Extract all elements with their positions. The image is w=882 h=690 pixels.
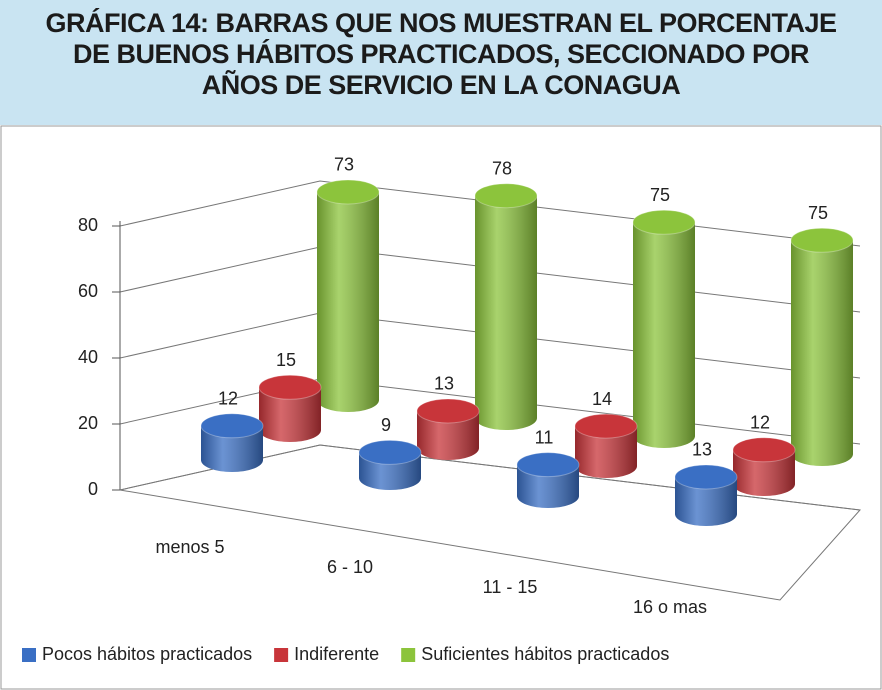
- cylinder-top: [258, 374, 322, 400]
- x-tick-label: 11 - 15: [483, 577, 538, 597]
- cylinder-shade: [575, 426, 637, 478]
- cylinder: [790, 227, 854, 466]
- cylinder-shade: [517, 464, 579, 508]
- data-label: 13: [434, 374, 454, 394]
- cylinder-shade: [733, 449, 795, 496]
- cylinder-top: [574, 413, 638, 439]
- cylinder: [632, 209, 696, 448]
- data-label: 11: [535, 427, 554, 447]
- legend-swatch: [401, 648, 416, 662]
- cylinder-top: [732, 437, 796, 463]
- cylinder: [516, 452, 580, 508]
- y-tick-label: 0: [88, 479, 98, 499]
- data-label: 15: [276, 350, 296, 370]
- data-label: 14: [592, 389, 612, 409]
- y-tick-label: 40: [78, 347, 98, 367]
- y-tick-label: 60: [78, 281, 98, 301]
- chart-border: [0, 125, 882, 690]
- cylinder-top: [516, 452, 580, 478]
- data-label: 75: [650, 185, 670, 205]
- cylinder-shade: [475, 195, 537, 430]
- data-label: 12: [218, 389, 238, 409]
- data-label: 9: [381, 415, 391, 435]
- cylinder-top: [790, 227, 854, 253]
- legend-swatch: [274, 648, 289, 662]
- cylinder-top: [632, 209, 696, 235]
- legend-label: Indiferente: [294, 644, 379, 664]
- cylinder-top: [316, 179, 380, 205]
- data-label: 78: [492, 158, 512, 178]
- header: GRÁFICA 14: BARRAS QUE NOS MUESTRAN EL P…: [0, 0, 882, 125]
- data-label: 75: [808, 203, 828, 223]
- chart: 0 20 40 60 80 menos 5 6 - 10 11 - 15 16 o mas 73 7…: [0, 125, 882, 690]
- cylinder: [258, 374, 322, 442]
- cylinder: [574, 413, 638, 478]
- legend-label: Suficientes hábitos practicados: [421, 644, 669, 664]
- legend-label: Pocos hábitos practicados: [42, 644, 252, 664]
- x-tick-label: 16 o mas: [633, 597, 707, 617]
- cylinder-shade: [633, 222, 695, 448]
- x-tick-label: menos 5: [155, 537, 224, 557]
- cylinder: [316, 179, 380, 412]
- y-tick-label: 80: [78, 215, 98, 235]
- cylinder: [732, 437, 796, 496]
- cylinder-top: [200, 413, 264, 439]
- cylinder-shade: [317, 191, 379, 412]
- y-tick-label: 20: [78, 413, 98, 433]
- cylinder-shade: [675, 476, 737, 526]
- cylinder-top: [358, 439, 422, 465]
- data-label: 13: [692, 440, 712, 460]
- cylinder: [416, 398, 480, 460]
- legend-swatch: [22, 648, 36, 662]
- cylinder: [474, 183, 538, 430]
- cylinder: [200, 413, 264, 472]
- cylinder-shade: [791, 240, 853, 466]
- cylinder: [358, 439, 422, 490]
- cylinder: [674, 464, 738, 526]
- chart-title: GRÁFICA 14: BARRAS QUE NOS MUESTRAN EL P…: [45, 8, 837, 100]
- cylinder-shade: [201, 425, 263, 472]
- data-label: 73: [334, 155, 354, 175]
- cylinder-top: [674, 464, 738, 490]
- cylinder-top: [474, 183, 538, 209]
- data-label: 12: [750, 413, 770, 433]
- cylinder-top: [416, 398, 480, 424]
- x-tick-label: 6 - 10: [327, 557, 373, 577]
- cylinder-shade: [417, 410, 479, 460]
- cylinder-shade: [259, 387, 321, 442]
